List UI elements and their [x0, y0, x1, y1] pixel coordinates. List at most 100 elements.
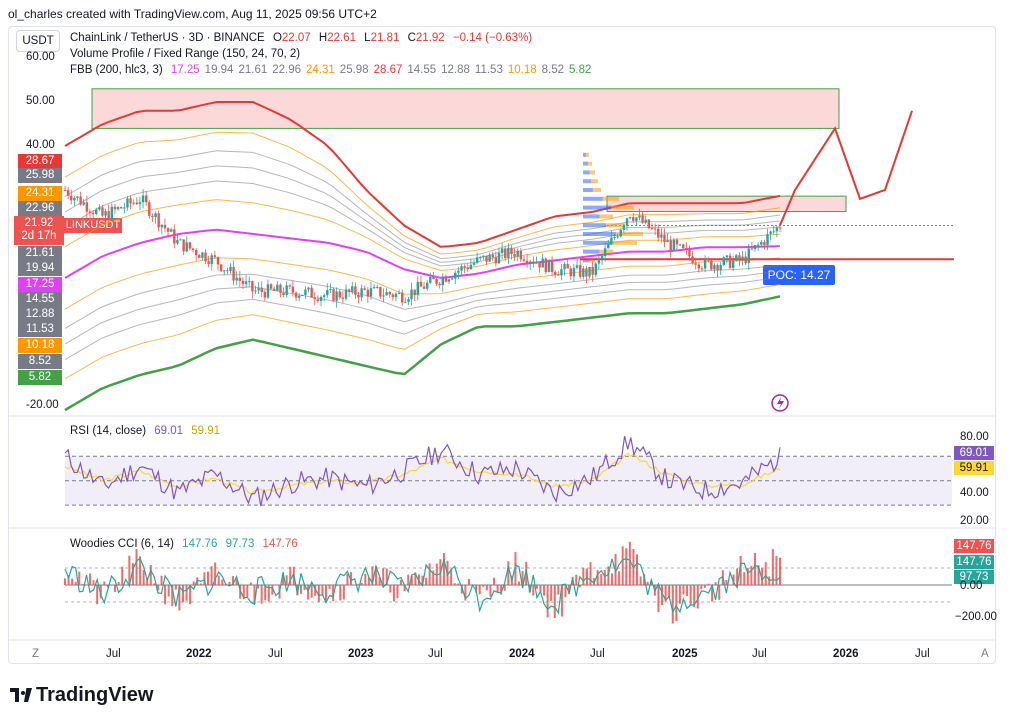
candle-39: [185, 236, 188, 253]
candle-49: [216, 256, 220, 271]
rsi-legend[interactable]: RSI (14, close) 69.01 59.91: [70, 425, 225, 437]
candle-228: [775, 226, 779, 238]
candle-4: [76, 196, 79, 202]
candle-body: [775, 227, 779, 232]
candle-body: [644, 219, 647, 223]
candle-121: [441, 273, 444, 292]
candle-182: [632, 212, 635, 224]
candle-body: [276, 284, 279, 291]
candle-76: [301, 294, 304, 297]
candle-body: [63, 190, 67, 191]
candle-17: [116, 206, 120, 211]
candle-body: [232, 266, 235, 281]
candle-201: [691, 251, 694, 265]
candle-body: [313, 297, 316, 300]
candle-body: [307, 287, 310, 290]
fbb-legend[interactable]: FBB (200, hlc3, 3) 17.25 19.94 21.61 22.96 2…: [70, 64, 601, 76]
candle-169: [591, 261, 594, 282]
fbb-value-0: 17.25: [170, 64, 200, 76]
candle-body: [769, 231, 772, 235]
fbb-value-7: 14.55: [407, 64, 437, 76]
candle-103: [385, 288, 388, 296]
candle-107: [397, 289, 401, 295]
candle-73: [291, 280, 295, 297]
candle-47: [210, 252, 213, 271]
candle-176: [613, 233, 616, 241]
tradingview-brand[interactable]: TradingView: [10, 684, 153, 707]
candle-body: [416, 282, 420, 296]
candle-208: [713, 263, 716, 274]
candle-217: [741, 250, 744, 266]
candle-body: [578, 265, 582, 277]
candle-body: [98, 207, 101, 210]
candle-body: [444, 276, 448, 282]
candle-body: [73, 197, 76, 201]
candle-body: [322, 295, 326, 297]
candle-207: [710, 259, 713, 271]
chart-frame: [8, 26, 996, 664]
candle-191: [660, 228, 663, 243]
candle-body: [435, 279, 438, 284]
candle-body: [538, 262, 541, 268]
axis-auto-button[interactable]: A: [981, 648, 989, 660]
candle-body: [572, 267, 576, 277]
time-label-jul-8: Jul: [752, 648, 767, 660]
candle-body: [101, 207, 104, 216]
candle-body: [756, 244, 760, 246]
volume-profile-legend[interactable]: Volume Profile / Fixed Range (150, 24, 7…: [70, 48, 301, 60]
candle-body: [66, 190, 70, 196]
candle-119: [435, 278, 438, 287]
candle-body: [185, 242, 188, 252]
volume-profile-up-1: [583, 249, 600, 254]
candle-body: [382, 295, 385, 297]
rsi-ma-value: 59.91: [191, 425, 221, 437]
candle-32: [163, 218, 167, 233]
candle-188: [650, 223, 654, 230]
candle-54: [232, 260, 235, 286]
candle-body: [697, 264, 701, 269]
candle-161: [566, 259, 569, 269]
axis-zoom-button[interactable]: Z: [32, 648, 40, 660]
candle-172: [600, 253, 604, 265]
current-price-value: 21.92: [24, 217, 54, 229]
candle-body: [747, 248, 750, 264]
candle-170: [594, 262, 597, 278]
candle-1: [66, 187, 70, 200]
candle-65: [266, 279, 270, 299]
candle-80: [313, 292, 316, 306]
candle-body: [297, 295, 301, 298]
currency-button[interactable]: USDT: [16, 30, 60, 52]
rsi-value-label: 69.01: [954, 446, 994, 460]
candle-body: [366, 289, 370, 297]
cci-legend[interactable]: Woodies CCI (6, 14) 147.76 97.73 147.76: [70, 538, 303, 550]
candle-220: [750, 241, 754, 251]
candle-132: [475, 252, 479, 265]
candle-body: [413, 289, 416, 296]
candle-body: [725, 255, 729, 258]
candle-body: [129, 198, 132, 204]
cci-tick-minus200: −200.00: [955, 611, 997, 623]
candle-175: [610, 230, 613, 245]
candle-138: [494, 251, 498, 267]
candle-156: [550, 255, 554, 277]
candle-body: [357, 294, 360, 298]
symbol-title[interactable]: ChainLink / TetherUS · 3D · BINANCE: [70, 32, 265, 44]
candle-36: [176, 233, 179, 246]
candle-27: [148, 199, 151, 219]
candle-28: [151, 213, 154, 222]
candle-2: [70, 189, 73, 205]
candle-body: [563, 264, 566, 270]
rsi-tick-80: 80.00: [960, 431, 989, 443]
candle-171: [597, 255, 601, 270]
candle-130: [469, 258, 473, 270]
candle-160: [563, 261, 566, 276]
candle-body: [472, 262, 476, 265]
candle-67: [272, 286, 276, 291]
cci-value-1: 147.76: [182, 538, 218, 550]
candle-69: [279, 283, 282, 298]
rsi-line: [64, 435, 781, 507]
candle-177: [616, 233, 619, 239]
candle-body: [694, 263, 697, 265]
candle-body: [700, 268, 704, 270]
